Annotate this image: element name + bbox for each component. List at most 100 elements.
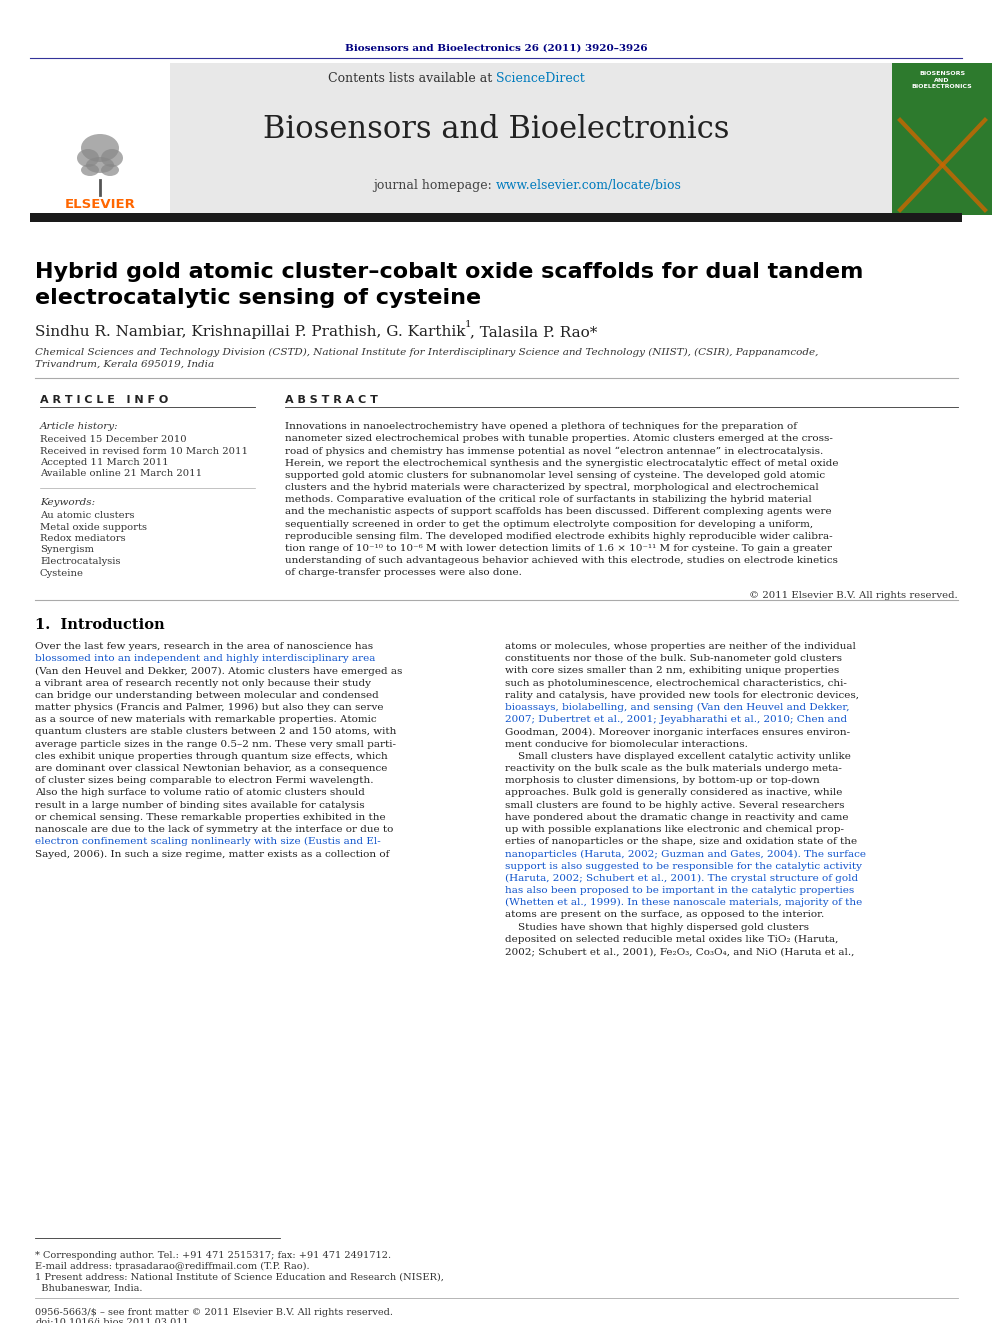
- Text: Article history:: Article history:: [40, 422, 119, 431]
- Text: up with possible explanations like electronic and chemical prop-: up with possible explanations like elect…: [505, 826, 844, 833]
- Text: Hybrid gold atomic cluster–cobalt oxide scaffolds for dual tandem
electrocatalyt: Hybrid gold atomic cluster–cobalt oxide …: [35, 262, 863, 308]
- Text: or chemical sensing. These remarkable properties exhibited in the: or chemical sensing. These remarkable pr…: [35, 812, 386, 822]
- Text: Innovations in nanoelectrochemistry have opened a plethora of techniques for the: Innovations in nanoelectrochemistry have…: [285, 422, 797, 431]
- Ellipse shape: [77, 149, 99, 167]
- Text: of charge-transfer processes were also done.: of charge-transfer processes were also d…: [285, 569, 522, 577]
- Text: , Talasila P. Rao*: , Talasila P. Rao*: [470, 325, 597, 339]
- Text: such as photoluminescence, electrochemical characteristics, chi-: such as photoluminescence, electrochemic…: [505, 679, 847, 688]
- Text: quantum clusters are stable clusters between 2 and 150 atoms, with: quantum clusters are stable clusters bet…: [35, 728, 397, 737]
- Text: Au atomic clusters: Au atomic clusters: [40, 511, 135, 520]
- Text: tion range of 10⁻¹⁰ to 10⁻⁶ M with lower detection limits of 1.6 × 10⁻¹¹ M for c: tion range of 10⁻¹⁰ to 10⁻⁶ M with lower…: [285, 544, 832, 553]
- Text: average particle sizes in the range 0.5–2 nm. These very small parti-: average particle sizes in the range 0.5–…: [35, 740, 396, 749]
- Text: have pondered about the dramatic change in reactivity and came: have pondered about the dramatic change …: [505, 812, 848, 822]
- FancyBboxPatch shape: [30, 213, 962, 222]
- Text: www.elsevier.com/locate/bios: www.elsevier.com/locate/bios: [496, 179, 682, 192]
- Text: nanoparticles (Haruta, 2002; Guzman and Gates, 2004). The surface: nanoparticles (Haruta, 2002; Guzman and …: [505, 849, 866, 859]
- Text: nanoscale are due to the lack of symmetry at the interface or due to: nanoscale are due to the lack of symmetr…: [35, 826, 394, 833]
- Text: Contents lists available at: Contents lists available at: [327, 71, 496, 85]
- Text: Herein, we report the electrochemical synthesis and the synergistic electrocatal: Herein, we report the electrochemical sy…: [285, 459, 838, 467]
- Text: support is also suggested to be responsible for the catalytic activity: support is also suggested to be responsi…: [505, 861, 862, 871]
- Text: blossomed into an independent and highly interdisciplinary area: blossomed into an independent and highly…: [35, 654, 375, 663]
- Text: (Haruta, 2002; Schubert et al., 2001). The crystal structure of gold: (Haruta, 2002; Schubert et al., 2001). T…: [505, 873, 858, 882]
- Text: and the mechanistic aspects of support scaffolds has been discussed. Different c: and the mechanistic aspects of support s…: [285, 508, 831, 516]
- Text: bioassays, biolabelling, and sensing (Van den Heuvel and Dekker,: bioassays, biolabelling, and sensing (Va…: [505, 703, 849, 712]
- Text: Bhubaneswar, India.: Bhubaneswar, India.: [35, 1285, 143, 1293]
- Text: with core sizes smaller than 2 nm, exhibiting unique properties: with core sizes smaller than 2 nm, exhib…: [505, 667, 839, 676]
- Text: atoms are present on the surface, as opposed to the interior.: atoms are present on the surface, as opp…: [505, 910, 824, 919]
- Text: nanometer sized electrochemical probes with tunable properties. Atomic clusters : nanometer sized electrochemical probes w…: [285, 434, 833, 443]
- Ellipse shape: [81, 134, 119, 161]
- Text: Redox mediators: Redox mediators: [40, 534, 126, 542]
- Text: matter physics (Francis and Palmer, 1996) but also they can serve: matter physics (Francis and Palmer, 1996…: [35, 703, 384, 712]
- Text: ELSEVIER: ELSEVIER: [64, 198, 136, 212]
- Text: Synergism: Synergism: [40, 545, 94, 554]
- Text: reproducible sensing film. The developed modified electrode exhibits highly repr: reproducible sensing film. The developed…: [285, 532, 832, 541]
- Text: methods. Comparative evaluation of the critical role of surfactants in stabilizi: methods. Comparative evaluation of the c…: [285, 495, 811, 504]
- Text: constituents nor those of the bulk. Sub-nanometer gold clusters: constituents nor those of the bulk. Sub-…: [505, 654, 842, 663]
- Text: Also the high surface to volume ratio of atomic clusters should: Also the high surface to volume ratio of…: [35, 789, 365, 798]
- Text: approaches. Bulk gold is generally considered as inactive, while: approaches. Bulk gold is generally consi…: [505, 789, 842, 798]
- Text: journal homepage:: journal homepage:: [373, 179, 496, 192]
- Text: Goodman, 2004). Moreover inorganic interfaces ensures environ-: Goodman, 2004). Moreover inorganic inter…: [505, 728, 850, 737]
- Text: Received 15 December 2010: Received 15 December 2010: [40, 435, 186, 445]
- Text: Received in revised form 10 March 2011: Received in revised form 10 March 2011: [40, 446, 248, 455]
- Text: Sindhu R. Nambiar, Krishnapillai P. Prathish, G. Karthik: Sindhu R. Nambiar, Krishnapillai P. Prat…: [35, 325, 465, 339]
- Text: Accepted 11 March 2011: Accepted 11 March 2011: [40, 458, 169, 467]
- Text: reactivity on the bulk scale as the bulk materials undergo meta-: reactivity on the bulk scale as the bulk…: [505, 763, 842, 773]
- Text: 1 Present address: National Institute of Science Education and Research (NISER),: 1 Present address: National Institute of…: [35, 1273, 443, 1282]
- Ellipse shape: [86, 157, 114, 173]
- Text: small clusters are found to be highly active. Several researchers: small clusters are found to be highly ac…: [505, 800, 844, 810]
- Text: Cysteine: Cysteine: [40, 569, 84, 578]
- Text: Studies have shown that highly dispersed gold clusters: Studies have shown that highly dispersed…: [505, 922, 809, 931]
- Text: atoms or molecules, whose properties are neither of the individual: atoms or molecules, whose properties are…: [505, 642, 856, 651]
- Text: Keywords:: Keywords:: [40, 497, 95, 507]
- Text: result in a large number of binding sites available for catalysis: result in a large number of binding site…: [35, 800, 365, 810]
- Text: 1: 1: [465, 320, 471, 329]
- Text: Small clusters have displayed excellent catalytic activity unlike: Small clusters have displayed excellent …: [505, 751, 851, 761]
- Text: Sayed, 2006). In such a size regime, matter exists as a collection of: Sayed, 2006). In such a size regime, mat…: [35, 849, 390, 859]
- Ellipse shape: [101, 149, 123, 167]
- Text: 2002; Schubert et al., 2001), Fe₂O₃, Co₃O₄, and NiO (Haruta et al.,: 2002; Schubert et al., 2001), Fe₂O₃, Co₃…: [505, 947, 854, 957]
- Text: A R T I C L E   I N F O: A R T I C L E I N F O: [40, 396, 169, 405]
- Text: morphosis to cluster dimensions, by bottom-up or top-down: morphosis to cluster dimensions, by bott…: [505, 777, 819, 785]
- Text: as a source of new materials with remarkable properties. Atomic: as a source of new materials with remark…: [35, 716, 377, 724]
- Text: ment conducive for biomolecular interactions.: ment conducive for biomolecular interact…: [505, 740, 748, 749]
- Text: A B S T R A C T: A B S T R A C T: [285, 396, 378, 405]
- Text: Biosensors and Bioelectronics 26 (2011) 3920–3926: Biosensors and Bioelectronics 26 (2011) …: [344, 44, 648, 53]
- Text: ScienceDirect: ScienceDirect: [496, 71, 584, 85]
- Text: 0956-5663/$ – see front matter © 2011 Elsevier B.V. All rights reserved.: 0956-5663/$ – see front matter © 2011 El…: [35, 1308, 393, 1316]
- FancyBboxPatch shape: [30, 64, 892, 216]
- Text: has also been proposed to be important in the catalytic properties: has also been proposed to be important i…: [505, 886, 854, 894]
- Ellipse shape: [101, 164, 119, 176]
- Text: Metal oxide supports: Metal oxide supports: [40, 523, 147, 532]
- Text: erties of nanoparticles or the shape, size and oxidation state of the: erties of nanoparticles or the shape, si…: [505, 837, 857, 847]
- Text: deposited on selected reducible metal oxides like TiO₂ (Haruta,: deposited on selected reducible metal ox…: [505, 935, 838, 943]
- Ellipse shape: [81, 164, 99, 176]
- Text: a vibrant area of research recently not only because their study: a vibrant area of research recently not …: [35, 679, 371, 688]
- Text: supported gold atomic clusters for subnanomolar level sensing of cysteine. The d: supported gold atomic clusters for subna…: [285, 471, 825, 480]
- Text: electron confinement scaling nonlinearly with size (Eustis and El-: electron confinement scaling nonlinearly…: [35, 837, 381, 847]
- Text: E-mail address: tprasadarao@rediffmail.com (T.P. Rao).: E-mail address: tprasadarao@rediffmail.c…: [35, 1262, 310, 1271]
- Text: (Whetten et al., 1999). In these nanoscale materials, majority of the: (Whetten et al., 1999). In these nanosca…: [505, 898, 862, 908]
- Text: are dominant over classical Newtonian behavior, as a consequence: are dominant over classical Newtonian be…: [35, 763, 387, 773]
- Text: 1.  Introduction: 1. Introduction: [35, 618, 165, 632]
- Text: BIOSENSORS
AND
BIOELECTRONICS: BIOSENSORS AND BIOELECTRONICS: [912, 71, 972, 89]
- Text: Biosensors and Bioelectronics: Biosensors and Bioelectronics: [263, 115, 729, 146]
- Text: rality and catalysis, have provided new tools for electronic devices,: rality and catalysis, have provided new …: [505, 691, 859, 700]
- Text: can bridge our understanding between molecular and condensed: can bridge our understanding between mol…: [35, 691, 379, 700]
- Text: Over the last few years, research in the area of nanoscience has: Over the last few years, research in the…: [35, 642, 373, 651]
- Text: 2007; Dubertret et al., 2001; Jeyabharathi et al., 2010; Chen and: 2007; Dubertret et al., 2001; Jeyabharat…: [505, 716, 847, 724]
- FancyBboxPatch shape: [892, 64, 992, 216]
- Text: Chemical Sciences and Technology Division (CSTD), National Institute for Interdi: Chemical Sciences and Technology Divisio…: [35, 348, 818, 369]
- Text: of cluster sizes being comparable to electron Fermi wavelength.: of cluster sizes being comparable to ele…: [35, 777, 374, 785]
- Text: sequentially screened in order to get the optimum electrolyte composition for de: sequentially screened in order to get th…: [285, 520, 813, 529]
- Text: Electrocatalysis: Electrocatalysis: [40, 557, 120, 566]
- Text: (Van den Heuvel and Dekker, 2007). Atomic clusters have emerged as: (Van den Heuvel and Dekker, 2007). Atomi…: [35, 667, 403, 676]
- Text: understanding of such advantageous behavior achieved with this electrode, studie: understanding of such advantageous behav…: [285, 556, 838, 565]
- Text: clusters and the hybrid materials were characterized by spectral, morphological : clusters and the hybrid materials were c…: [285, 483, 818, 492]
- FancyBboxPatch shape: [30, 64, 170, 216]
- Text: © 2011 Elsevier B.V. All rights reserved.: © 2011 Elsevier B.V. All rights reserved…: [749, 590, 958, 599]
- Text: * Corresponding author. Tel.: +91 471 2515317; fax: +91 471 2491712.: * Corresponding author. Tel.: +91 471 25…: [35, 1252, 391, 1259]
- Text: road of physics and chemistry has immense potential as novel “electron antennae”: road of physics and chemistry has immens…: [285, 446, 823, 455]
- Text: cles exhibit unique properties through quantum size effects, which: cles exhibit unique properties through q…: [35, 751, 388, 761]
